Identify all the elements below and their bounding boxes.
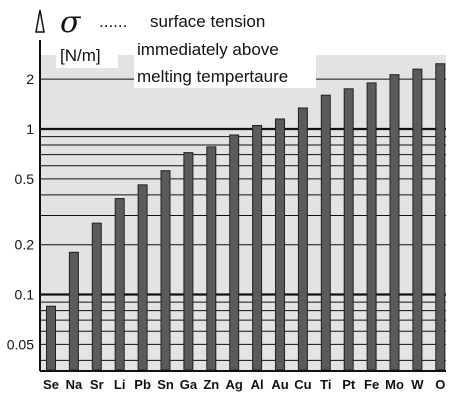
y-symbol: σ bbox=[60, 5, 82, 40]
bar-Sr bbox=[91, 222, 102, 371]
category-label: Cu bbox=[294, 377, 311, 392]
bar-Ga bbox=[183, 152, 194, 371]
category-label: Pb bbox=[134, 377, 151, 392]
bar-Cu bbox=[297, 107, 308, 371]
y-tick-label: 0.1 bbox=[15, 287, 35, 303]
bar-Fe bbox=[366, 82, 377, 371]
annotation-line-2: immediately above bbox=[137, 40, 279, 59]
y-tick-labels: 0.05 0.1 0.2 0.5 1 2 bbox=[7, 71, 34, 352]
bar-Pb bbox=[137, 184, 148, 371]
bar-Li bbox=[114, 198, 125, 371]
y-tick-label: 0.2 bbox=[15, 237, 35, 253]
bar-Na bbox=[68, 251, 79, 371]
category-label: Zn bbox=[203, 377, 219, 392]
unit-box bbox=[56, 38, 118, 68]
category-label: Ga bbox=[180, 377, 198, 392]
category-label: Mo bbox=[385, 377, 404, 392]
bar-Mo bbox=[389, 74, 400, 371]
category-label: Sr bbox=[90, 377, 104, 392]
category-label: O bbox=[435, 377, 445, 392]
y-tick-label: 0.5 bbox=[15, 171, 35, 187]
y-tick-label: 0.05 bbox=[7, 336, 34, 352]
y-axis-arrow-icon bbox=[35, 9, 45, 33]
category-label: W bbox=[411, 377, 424, 392]
bar-Zn bbox=[206, 146, 217, 371]
category-label: Ti bbox=[320, 377, 331, 392]
category-label: Se bbox=[43, 377, 59, 392]
y-tick-label: 1 bbox=[26, 121, 34, 137]
category-label: Au bbox=[271, 377, 288, 392]
bar-O bbox=[435, 63, 446, 371]
bar-Au bbox=[275, 118, 285, 371]
category-label: Pt bbox=[342, 377, 356, 392]
y-tick-label: 2 bbox=[26, 71, 34, 87]
annotation-line-1: surface tension bbox=[150, 12, 265, 31]
legend-marker: ...... bbox=[99, 12, 127, 31]
category-label: Sn bbox=[157, 377, 174, 392]
bars bbox=[46, 63, 446, 371]
bar-Pt bbox=[343, 88, 354, 371]
plot-background bbox=[40, 55, 446, 370]
annotation-line-3: melting tempertaure bbox=[137, 67, 288, 86]
bar-Se bbox=[46, 305, 56, 371]
y-unit: [N/m] bbox=[60, 46, 101, 65]
category-label: Ag bbox=[226, 377, 243, 392]
bar-Ti bbox=[320, 94, 331, 371]
bar-Al bbox=[252, 125, 263, 371]
bar-Ag bbox=[229, 134, 240, 371]
category-label: Li bbox=[114, 377, 126, 392]
category-label: Al bbox=[251, 377, 264, 392]
annotation-box bbox=[134, 12, 316, 88]
category-label: Fe bbox=[364, 377, 379, 392]
gridlines bbox=[40, 78, 446, 361]
bar-Sn bbox=[160, 170, 171, 371]
category-label: Na bbox=[66, 377, 83, 392]
category-labels: Se Na Sr Li Pb Sn Ga Zn Ag Al Au Cu Ti Pt Fe Mo W O bbox=[43, 377, 445, 392]
bar-W bbox=[412, 68, 423, 371]
